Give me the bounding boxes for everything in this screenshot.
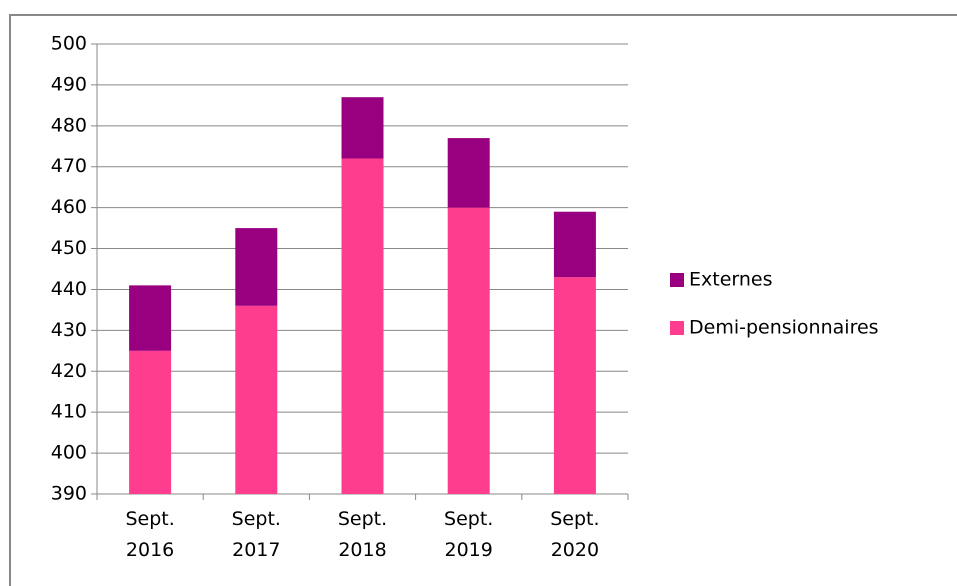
legend-swatch <box>670 273 684 287</box>
bar-segment <box>447 207 490 495</box>
x-tick-label: Sept. 2017 <box>231 508 281 561</box>
bar-segment <box>129 350 172 494</box>
y-tick-label: 500 <box>51 33 87 55</box>
y-tick-label: 440 <box>51 278 87 300</box>
y-tick-label: 410 <box>51 401 87 423</box>
bar-segment <box>447 138 490 208</box>
bar-segment <box>341 158 384 494</box>
x-tick-label: Sept. 2016 <box>125 508 175 561</box>
bar-segment <box>235 305 278 494</box>
y-tick-label: 450 <box>51 237 87 259</box>
y-tick-label: 420 <box>51 360 87 382</box>
y-tick-label: 400 <box>51 442 87 464</box>
x-tick-label: Sept. 2019 <box>444 508 494 561</box>
x-tick-label: Sept. 2020 <box>550 508 600 561</box>
bar-segment <box>341 97 384 159</box>
bar-segment <box>129 285 172 351</box>
bar-segment <box>553 277 596 494</box>
bar-segment <box>553 211 596 278</box>
legend-label: Demi-pensionnaires <box>689 317 879 339</box>
bar-segment <box>235 228 278 306</box>
y-tick-label: 430 <box>51 319 87 341</box>
legend-label: Externes <box>689 269 773 291</box>
legend-swatch <box>670 321 684 335</box>
y-tick-label: 460 <box>51 196 87 218</box>
x-tick-label: Sept. 2018 <box>337 508 388 561</box>
y-tick-label: 470 <box>51 155 87 177</box>
y-tick-label: 480 <box>51 114 87 136</box>
y-tick-label: 390 <box>51 483 87 505</box>
y-tick-label: 490 <box>51 73 87 95</box>
